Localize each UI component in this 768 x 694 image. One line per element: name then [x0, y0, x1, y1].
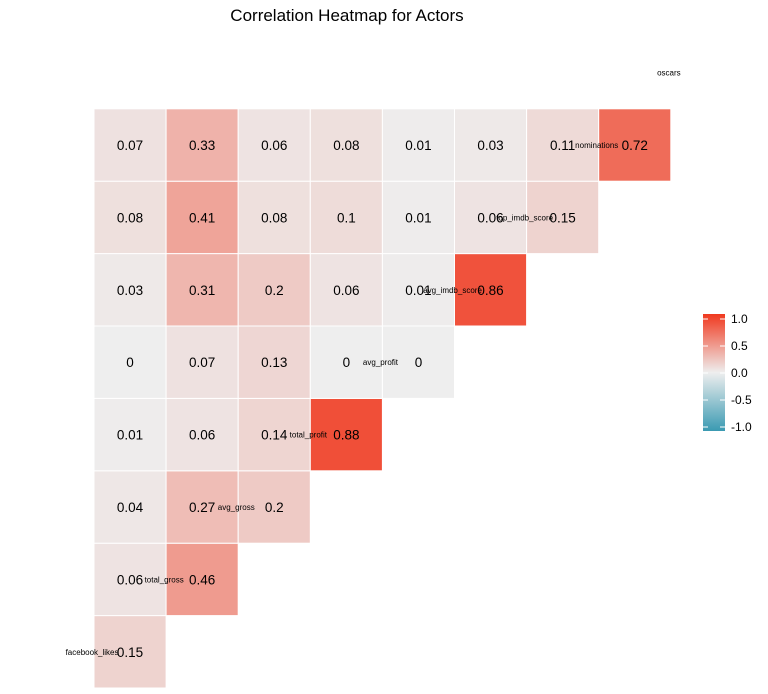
- cell-label-nominations-avg_imdb_score: 0.06: [477, 210, 503, 225]
- cell-label-total_profit-avg_gross: 0.2: [265, 500, 284, 515]
- cell-label-top_imdb_score-facebook_likes: 0.03: [117, 283, 143, 298]
- variable-label-total_gross: total_gross: [145, 575, 184, 584]
- cell-avg_profit-avg_gross: [237, 397, 311, 472]
- cell-avg_gross-facebook_likes: [93, 542, 167, 617]
- cell-total_profit-avg_gross: [237, 470, 311, 544]
- legend-colorbar: [703, 314, 725, 431]
- cell-avg_imdb_score-avg_profit: [381, 325, 455, 399]
- cell-top_imdb_score-facebook_likes: [93, 253, 167, 327]
- cell-label-top_imdb_score-avg_gross: 0.2: [265, 283, 284, 298]
- cell-label-nominations-avg_gross: 0.08: [261, 210, 287, 225]
- cell-top_imdb_score-total_profit: [309, 253, 383, 327]
- variable-label-avg_gross: avg_gross: [218, 503, 255, 512]
- cell-label-oscars-avg_imdb_score: 0.03: [477, 138, 503, 153]
- cell-top_imdb_score-avg_gross: [237, 253, 311, 327]
- variable-label-top_imdb_score: top_imdb_score: [496, 213, 553, 222]
- cell-label-oscars-top_imdb_score: 0.11: [550, 138, 575, 153]
- cell-top_imdb_score-total_gross: [165, 253, 239, 327]
- cell-label-oscars-nominations: 0.72: [622, 138, 648, 153]
- cell-label-top_imdb_score-avg_imdb_score: 0.86: [477, 283, 503, 298]
- cell-label-top_imdb_score-total_gross: 0.31: [189, 283, 215, 298]
- cell-label-avg_profit-facebook_likes: 0.01: [117, 428, 143, 443]
- cell-total_gross-facebook_likes: [93, 615, 167, 689]
- variable-label-facebook_likes: facebook_likes: [66, 648, 119, 657]
- variable-label-avg_imdb_score: avg_imdb_score: [423, 286, 482, 295]
- cell-label-avg_profit-avg_gross: 0.14: [261, 428, 288, 443]
- cell-label-avg_profit-total_gross: 0.06: [189, 428, 215, 443]
- cell-label-nominations-avg_profit: 0.01: [405, 210, 431, 225]
- cell-label-avg_gross-total_gross: 0.46: [189, 572, 215, 587]
- chart-title: Correlation Heatmap for Actors: [230, 6, 463, 25]
- cell-top_imdb_score-avg_profit: [381, 253, 455, 327]
- cell-avg_imdb_score-total_gross: [165, 325, 239, 399]
- cell-label-nominations-facebook_likes: 0.08: [117, 210, 143, 225]
- cell-label-oscars-avg_profit: 0.01: [405, 138, 431, 153]
- legend-tick-label: -0.5: [731, 393, 752, 407]
- cell-total_profit-total_gross: [165, 470, 239, 544]
- cell-oscars-top_imdb_score: [526, 108, 600, 182]
- cell-total_profit-facebook_likes: [93, 470, 167, 544]
- cell-label-avg_imdb_score-total_gross: 0.07: [189, 355, 215, 370]
- cell-label-top_imdb_score-avg_profit: 0.01: [405, 283, 431, 298]
- cell-label-nominations-total_profit: 0.1: [337, 210, 356, 225]
- legend: -1.0 -0.5 0.0 0.5 1.0: [703, 312, 752, 434]
- variable-label-total_profit: total_profit: [290, 431, 328, 440]
- cell-oscars-total_gross: [165, 108, 239, 182]
- legend-tick-label: -1.0: [731, 420, 752, 434]
- cell-label-top_imdb_score-total_profit: 0.06: [333, 283, 359, 298]
- cell-label-avg_imdb_score-avg_profit: 0: [415, 355, 423, 370]
- variable-label-nominations: nominations: [575, 141, 618, 150]
- cell-label-oscars-total_gross: 0.33: [189, 138, 215, 153]
- cell-label-oscars-avg_gross: 0.06: [261, 138, 287, 153]
- variable-label-avg_profit: avg_profit: [363, 358, 399, 367]
- cell-avg_profit-total_profit: [309, 397, 383, 472]
- cell-nominations-top_imdb_score: [526, 180, 600, 255]
- variable-label-oscars: oscars: [657, 69, 681, 78]
- cell-label-avg_gross-facebook_likes: 0.06: [117, 572, 143, 587]
- cell-avg_imdb_score-avg_gross: [237, 325, 311, 399]
- cell-label-total_gross-facebook_likes: 0.15: [117, 645, 143, 660]
- cell-top_imdb_score-avg_imdb_score: [454, 253, 528, 327]
- cell-label-oscars-facebook_likes: 0.07: [117, 138, 143, 153]
- legend-tick-label: 1.0: [731, 312, 748, 326]
- cell-label-avg_imdb_score-avg_gross: 0.13: [261, 355, 287, 370]
- legend-tick-label: 0.0: [731, 366, 748, 380]
- cell-oscars-nominations: [598, 108, 672, 182]
- cell-avg_profit-facebook_likes: [93, 397, 167, 472]
- cell-nominations-avg_gross: [237, 180, 311, 255]
- cell-label-nominations-top_imdb_score: 0.15: [550, 210, 576, 225]
- cell-label-oscars-total_profit: 0.08: [333, 138, 359, 153]
- cell-oscars-total_profit: [309, 108, 383, 182]
- cell-label-avg_imdb_score-total_profit: 0: [343, 355, 351, 370]
- cell-label-total_profit-facebook_likes: 0.04: [117, 500, 144, 515]
- legend-tick-label: 0.5: [731, 339, 748, 353]
- cell-label-avg_imdb_score-facebook_likes: 0: [126, 355, 134, 370]
- cell-label-nominations-total_gross: 0.41: [189, 210, 215, 225]
- cell-label-total_profit-total_gross: 0.27: [189, 500, 215, 515]
- cell-nominations-total_gross: [165, 180, 239, 255]
- cell-nominations-avg_profit: [381, 180, 455, 255]
- cell-nominations-facebook_likes: [93, 180, 167, 255]
- cell-oscars-facebook_likes: [93, 108, 167, 182]
- cell-nominations-total_profit: [309, 180, 383, 255]
- cell-oscars-avg_imdb_score: [454, 108, 528, 182]
- cell-avg_profit-total_gross: [165, 397, 239, 472]
- cell-label-avg_profit-total_profit: 0.88: [333, 428, 359, 443]
